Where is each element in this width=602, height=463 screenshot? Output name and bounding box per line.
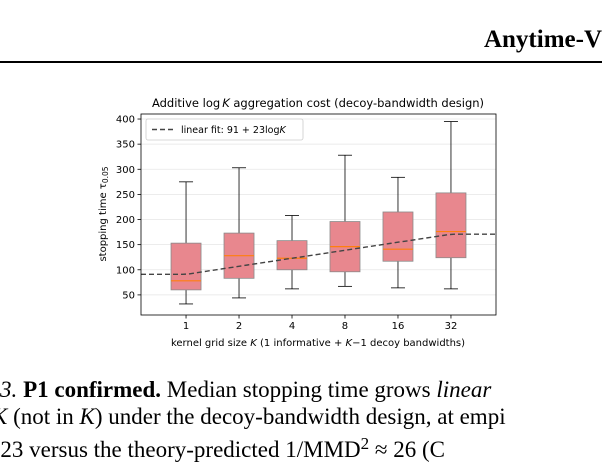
linear-fit-line (141, 233, 496, 275)
box-iqr (435, 192, 467, 259)
y-tick-label: 200 (116, 215, 135, 226)
box-8 (329, 154, 361, 287)
x-axis-ticks: 1 2 4 8 16 32 (183, 315, 457, 332)
box-4 (276, 215, 308, 290)
chart-title: Additive log K aggregation cost (decoy-ba… (152, 96, 484, 110)
caption-sup: 2 (360, 434, 370, 453)
x-tick-label: 2 (236, 321, 242, 332)
y-axis-label: stopping time τ0.05 (98, 166, 110, 261)
caption-text-2b: ) under the decoy-bandwidth design, at e… (94, 404, 506, 429)
box-32 (435, 121, 467, 290)
y-axis-ticks: 50 100 150 200 250 300 350 400 (116, 115, 141, 301)
legend: linear fit: 91 + 23logK (145, 118, 304, 141)
x-tick-label: 8 (342, 321, 348, 332)
x-tick-label: 1 (183, 321, 189, 332)
caption-text-3b: ≈ 26 (C (369, 437, 445, 462)
caption-line-3: ≈ 23 versus the theory-predicted 1/MMD2 … (0, 430, 602, 463)
x-tick-label: 4 (289, 321, 295, 332)
caption-text-3a: ≈ 23 versus the theory-predicted 1/MMD (0, 437, 361, 462)
box-iqr (276, 240, 308, 271)
y-tick-label: 150 (116, 240, 135, 251)
x-axis-label: kernel grid size K (1 informative + K−1 … (171, 338, 465, 349)
y-tick-label: 350 (116, 140, 135, 151)
box-iqr (170, 242, 202, 291)
caption-bold: P1 confirmed. (23, 377, 162, 402)
y-tick-label: 100 (116, 265, 135, 276)
box-16 (382, 176, 414, 289)
legend-fit-label: linear fit: 91 + 23logK (181, 125, 286, 136)
y-tick-label: 300 (116, 165, 135, 176)
figure-caption: re 3. P1 confirmed. Median stopping time… (0, 376, 602, 463)
box-plot-figure: Additive log K aggregation cost (decoy-ba… (98, 96, 497, 349)
legend-frame (145, 118, 304, 141)
y-tick-label: 50 (122, 290, 135, 301)
running-head-title: Anytime-V (483, 26, 602, 53)
box-1 (170, 181, 202, 305)
y-tick-label: 400 (116, 115, 135, 126)
plot-frame (140, 113, 497, 316)
caption-line-2: K (not in K) under the decoy-bandwidth d… (0, 403, 602, 430)
x-tick-label: 32 (445, 321, 458, 332)
caption-fig-label: re 3. (0, 377, 18, 402)
caption-var-k: K (0, 404, 7, 429)
box-series (170, 121, 467, 305)
caption-var-k2: K (79, 404, 95, 429)
box-2 (223, 167, 255, 299)
caption-text-1: Median stopping time grows (161, 377, 437, 402)
caption-line-1: re 3. P1 confirmed. Median stopping time… (0, 376, 602, 403)
caption-italic: linear (436, 377, 492, 402)
x-tick-label: 16 (392, 321, 405, 332)
box-iqr (382, 211, 414, 262)
header-rule (0, 61, 602, 63)
caption-text-2a: (not in (7, 404, 80, 429)
y-tick-label: 250 (116, 190, 135, 201)
